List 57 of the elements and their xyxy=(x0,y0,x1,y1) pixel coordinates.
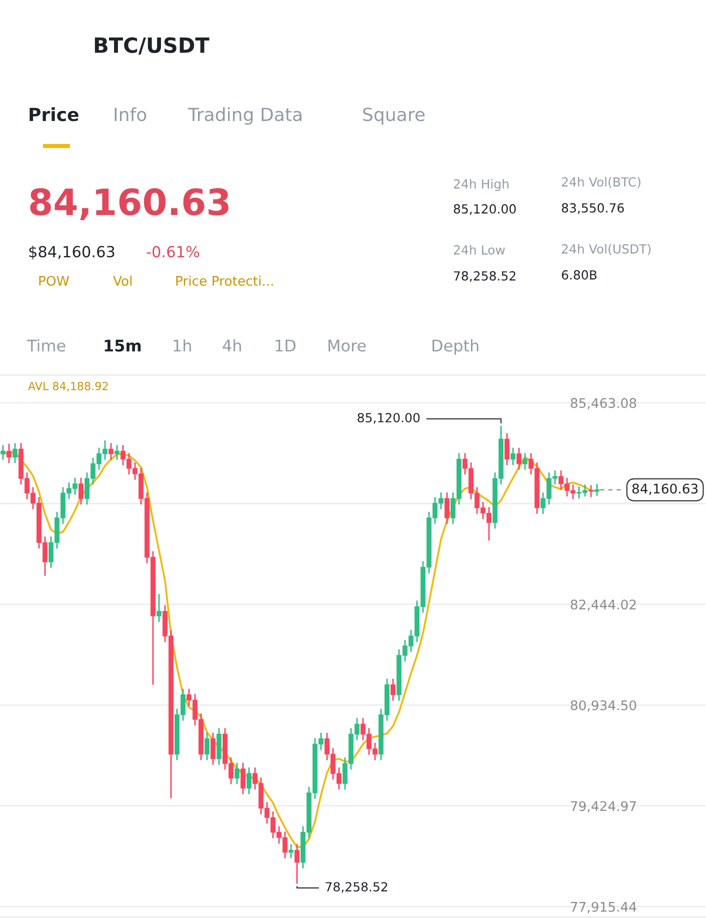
text: Vol xyxy=(113,276,132,286)
annotation: AVL 84,188.92 xyxy=(28,382,108,392)
candlestick xyxy=(156,593,162,623)
candlestick xyxy=(108,442,114,460)
candlestick xyxy=(444,492,450,525)
text: 83,550.76 xyxy=(562,203,624,214)
text: 85,120.00 xyxy=(454,204,516,215)
text: 84,160.63 xyxy=(30,188,228,220)
candlestick xyxy=(294,844,300,884)
candlestick xyxy=(240,762,246,795)
text: 24h Low xyxy=(454,244,505,255)
text: More xyxy=(328,340,366,352)
candlestick xyxy=(204,732,210,761)
text: Square xyxy=(363,108,425,125)
candlestick xyxy=(210,732,216,766)
text: $84,160.63 xyxy=(29,246,114,260)
candlestick xyxy=(114,444,120,460)
candlestick xyxy=(594,483,600,497)
candlestick xyxy=(78,477,84,506)
chart-title: BTC/USDT xyxy=(94,37,210,55)
candlestick xyxy=(510,447,516,466)
candlestick xyxy=(516,447,522,470)
ref-line-label: 84,160.63 xyxy=(632,484,698,495)
text: 15m xyxy=(104,340,141,352)
text: 6.80B xyxy=(562,270,597,280)
text: 78,258.52 xyxy=(454,271,516,282)
y-tick-label: 85,463.08 xyxy=(570,398,636,410)
text: 24h High xyxy=(454,178,508,192)
annotation: 78,258.52 xyxy=(326,882,388,893)
text: Depth xyxy=(432,339,478,355)
text: Trading Data xyxy=(188,107,302,125)
candlestick xyxy=(504,432,510,466)
candlestick xyxy=(246,766,252,795)
y-tick-label: 80,934.50 xyxy=(570,700,636,712)
y-tick-label: 77,915.44 xyxy=(570,902,636,914)
y-tick-label: 82,444.02 xyxy=(570,600,636,611)
text: -0.61% xyxy=(146,246,200,258)
text: Time xyxy=(26,339,66,352)
text: 4h xyxy=(222,339,241,352)
text: 1D xyxy=(276,340,296,352)
candlestick xyxy=(0,444,6,460)
candlestick xyxy=(12,442,18,464)
y-tick-label: 79,424.97 xyxy=(570,801,636,812)
text: POW xyxy=(39,276,69,286)
text: Price xyxy=(30,107,78,122)
candlestick xyxy=(522,452,528,470)
text: Info xyxy=(114,107,146,122)
text: 24h Vol(BTC) xyxy=(562,176,640,188)
annotation: 85,120.00 xyxy=(358,412,420,424)
candlestick xyxy=(6,443,12,464)
candlestick xyxy=(234,762,240,785)
text: Price Protecti... xyxy=(176,276,273,286)
candlestick xyxy=(588,484,594,498)
text: 24h Vol(USDT) xyxy=(562,244,651,256)
candlestick xyxy=(288,844,294,859)
text: 1h xyxy=(174,339,191,352)
candlestick xyxy=(390,678,396,702)
